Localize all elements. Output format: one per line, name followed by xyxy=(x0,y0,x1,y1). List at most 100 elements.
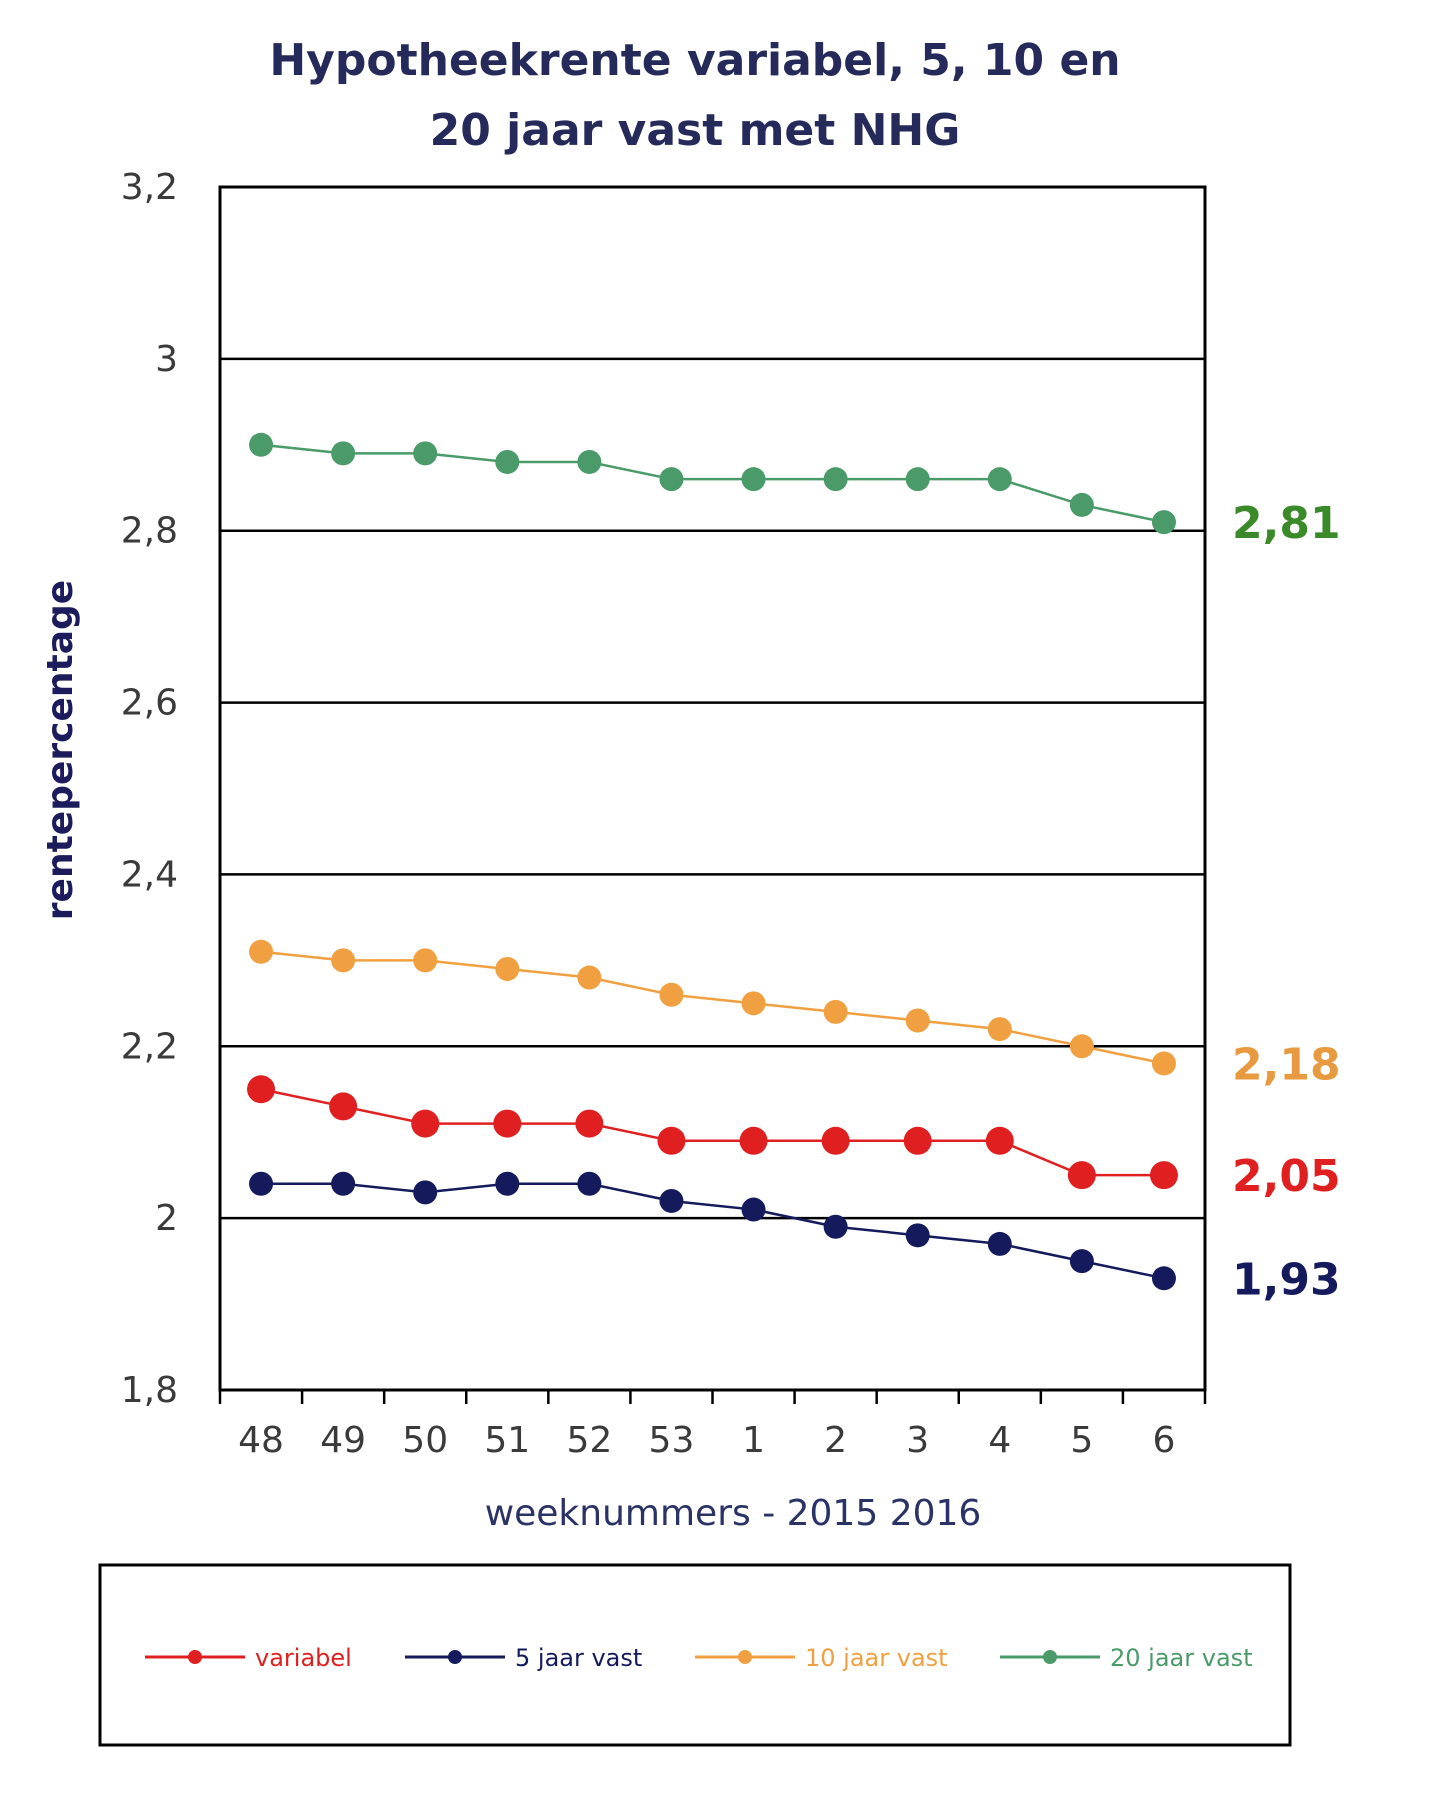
legend-label: 20 jaar vast xyxy=(1110,1644,1253,1672)
series-10-jaar-vast xyxy=(249,939,1176,1076)
data-point xyxy=(741,467,766,492)
data-point xyxy=(329,1092,358,1121)
data-point xyxy=(1067,1161,1096,1190)
data-point xyxy=(331,948,356,973)
y-tick-label: 2,8 xyxy=(121,511,178,552)
legend-label: variabel xyxy=(255,1644,352,1672)
data-point xyxy=(495,1171,520,1196)
data-point xyxy=(659,1188,684,1213)
series-lines xyxy=(247,432,1178,1291)
end-value-label: 2,18 xyxy=(1232,1039,1341,1090)
x-axis-ticks: 48 49 50 51 52 53 1 2 3 4 5 6 xyxy=(218,1390,1207,1461)
x-tick-label: 48 xyxy=(238,1420,284,1461)
y-tick-label: 2,4 xyxy=(121,854,178,895)
legend-item-5-jaar-vast: 5 jaar vast xyxy=(405,1644,642,1672)
data-point xyxy=(987,1017,1012,1042)
end-value-label: 1,93 xyxy=(1232,1254,1341,1305)
plot-frame xyxy=(218,185,1207,1392)
x-tick-label: 6 xyxy=(1153,1420,1176,1461)
y-tick-label: 3 xyxy=(155,339,178,380)
end-value-label: 2,05 xyxy=(1232,1151,1341,1202)
data-point xyxy=(249,1171,274,1196)
x-tick-label: 52 xyxy=(566,1420,612,1461)
series-line xyxy=(260,443,1165,524)
data-point xyxy=(575,1109,604,1138)
data-point xyxy=(1069,492,1094,517)
legend-label: 5 jaar vast xyxy=(515,1644,642,1672)
data-point xyxy=(659,982,684,1007)
data-point xyxy=(495,956,520,981)
x-tick-label: 1 xyxy=(742,1420,765,1461)
x-tick-label: 49 xyxy=(320,1420,366,1461)
data-point xyxy=(495,449,520,474)
y-tick-label: 2,2 xyxy=(121,1026,178,1067)
data-point xyxy=(823,1214,848,1239)
x-tick-label: 5 xyxy=(1070,1420,1093,1461)
data-point xyxy=(413,948,438,973)
data-point xyxy=(331,1171,356,1196)
series-5-jaar-vast xyxy=(249,1171,1176,1291)
series-variabel xyxy=(247,1075,1178,1190)
y-tick-label: 1,8 xyxy=(121,1370,178,1411)
legend-item-variabel: variabel xyxy=(145,1644,352,1672)
data-point xyxy=(411,1109,440,1138)
x-tick-label: 3 xyxy=(906,1420,929,1461)
data-point xyxy=(823,467,848,492)
data-point xyxy=(1069,1034,1094,1059)
data-point xyxy=(987,467,1012,492)
y-axis-ticks: 1,8 2 2,2 2,4 2,6 2,8 3 3,2 xyxy=(121,167,178,1411)
gridlines xyxy=(220,357,1205,1220)
series-line xyxy=(260,950,1165,1065)
data-point xyxy=(905,467,930,492)
data-point xyxy=(493,1109,522,1138)
data-point xyxy=(577,449,602,474)
legend-marker xyxy=(1043,1650,1057,1664)
series-line xyxy=(261,1182,1165,1280)
legend-marker xyxy=(448,1650,462,1664)
data-point xyxy=(987,1231,1012,1256)
y-axis-title: rentepercentage xyxy=(40,580,81,920)
legend-marker xyxy=(738,1650,752,1664)
data-point xyxy=(821,1126,850,1155)
chart-title-line-2: 20 jaar vast met NHG xyxy=(430,105,961,156)
data-point xyxy=(331,441,356,466)
data-point xyxy=(413,441,438,466)
x-tick-label: 51 xyxy=(484,1420,530,1461)
y-tick-label: 3,2 xyxy=(121,167,178,208)
y-tick-label: 2 xyxy=(155,1198,178,1239)
legend-item-10-jaar-vast: 10 jaar vast xyxy=(695,1644,948,1672)
data-point xyxy=(577,965,602,990)
data-point xyxy=(659,467,684,492)
x-tick-label: 50 xyxy=(402,1420,448,1461)
x-tick-label: 2 xyxy=(824,1420,847,1461)
x-tick-label: 4 xyxy=(988,1420,1011,1461)
data-point xyxy=(741,1197,766,1222)
x-tick-label: 53 xyxy=(649,1420,695,1461)
end-value-label: 2,81 xyxy=(1232,498,1341,549)
data-point xyxy=(823,999,848,1024)
legend-label: 10 jaar vast xyxy=(805,1644,948,1672)
data-point xyxy=(905,1223,930,1248)
end-labels: 2,05 1,93 2,18 2,81 xyxy=(1232,498,1341,1305)
data-point xyxy=(247,1075,276,1104)
y-tick-label: 2,6 xyxy=(121,683,178,724)
data-point xyxy=(1151,1266,1176,1291)
data-point xyxy=(1149,1161,1178,1190)
data-point xyxy=(1151,1051,1176,1076)
data-point xyxy=(1069,1249,1094,1274)
data-point xyxy=(249,432,274,457)
series-20-jaar-vast xyxy=(249,432,1176,535)
data-point xyxy=(739,1126,768,1155)
legend-item-20-jaar-vast: 20 jaar vast xyxy=(1000,1644,1253,1672)
data-point xyxy=(985,1126,1014,1155)
legend: variabel 5 jaar vast 10 jaar vast 20 jaar v… xyxy=(145,1644,1253,1672)
chart-title-line-1: Hypotheekrente variabel, 5, 10 en xyxy=(269,35,1120,86)
data-point xyxy=(577,1171,602,1196)
data-point xyxy=(905,1008,930,1033)
legend-box xyxy=(98,1563,1292,1747)
data-point xyxy=(413,1180,438,1205)
data-point xyxy=(657,1126,686,1155)
legend-marker xyxy=(188,1650,202,1664)
